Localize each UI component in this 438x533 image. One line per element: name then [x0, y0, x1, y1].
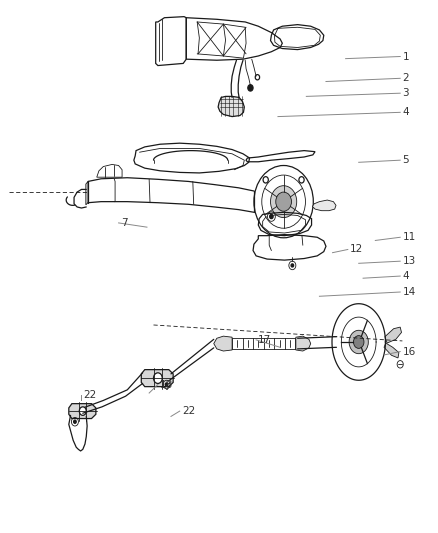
- Text: 7: 7: [121, 218, 127, 228]
- Circle shape: [299, 176, 304, 183]
- Text: 14: 14: [403, 287, 416, 297]
- Text: 3: 3: [403, 88, 409, 98]
- Text: 4: 4: [403, 107, 409, 117]
- Circle shape: [79, 407, 86, 415]
- Text: 16: 16: [403, 346, 416, 357]
- Circle shape: [276, 192, 291, 211]
- Text: 1: 1: [403, 52, 409, 61]
- Text: 22: 22: [84, 390, 97, 400]
- Polygon shape: [296, 336, 311, 351]
- Text: 18: 18: [160, 379, 173, 390]
- Circle shape: [74, 420, 76, 423]
- Text: 12: 12: [350, 245, 363, 254]
- Polygon shape: [312, 200, 336, 211]
- Polygon shape: [69, 403, 96, 418]
- Text: 5: 5: [403, 155, 409, 165]
- Polygon shape: [86, 181, 88, 205]
- Circle shape: [291, 264, 293, 267]
- Text: 11: 11: [403, 232, 416, 243]
- Polygon shape: [384, 343, 399, 358]
- Polygon shape: [141, 369, 173, 386]
- Polygon shape: [385, 327, 402, 343]
- Circle shape: [153, 373, 162, 383]
- Circle shape: [270, 214, 273, 219]
- Polygon shape: [214, 336, 232, 351]
- Circle shape: [349, 330, 368, 354]
- Circle shape: [165, 383, 168, 386]
- Text: 22: 22: [182, 406, 195, 416]
- Polygon shape: [218, 96, 244, 117]
- Circle shape: [271, 185, 297, 217]
- Text: 4: 4: [403, 271, 409, 281]
- Text: 13: 13: [403, 256, 416, 266]
- Circle shape: [248, 85, 253, 91]
- Circle shape: [263, 176, 268, 183]
- Circle shape: [353, 336, 364, 349]
- Text: 2: 2: [403, 74, 409, 83]
- Text: 17: 17: [258, 335, 272, 345]
